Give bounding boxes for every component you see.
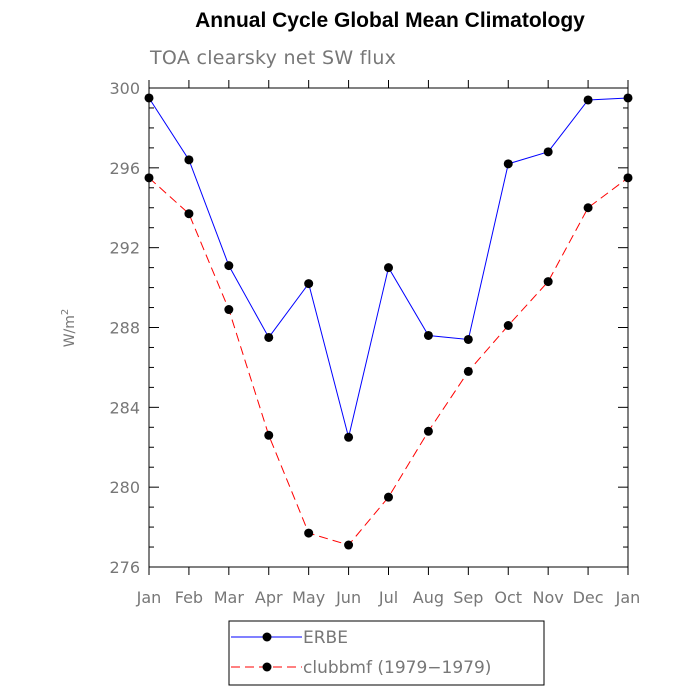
series-2-point bbox=[463, 366, 473, 376]
series-1-point bbox=[184, 155, 194, 165]
series-1-point bbox=[543, 147, 553, 157]
y-tick-label: 280 bbox=[109, 478, 140, 497]
y-tick-label: 288 bbox=[109, 319, 140, 338]
x-tick-label: Oct bbox=[494, 588, 522, 607]
series-2-point bbox=[184, 209, 194, 219]
y-tick-label: 284 bbox=[109, 398, 140, 417]
series-2-point bbox=[583, 203, 593, 213]
x-tick-label: Nov bbox=[533, 588, 564, 607]
series-1-point bbox=[264, 332, 274, 342]
series-2-point bbox=[423, 426, 433, 436]
y-tick-label: 276 bbox=[109, 558, 140, 577]
y-tick-label: 296 bbox=[109, 159, 140, 178]
x-tick-label: Aug bbox=[413, 588, 444, 607]
x-tick-label: Sep bbox=[453, 588, 483, 607]
x-tick-label: Mar bbox=[214, 588, 245, 607]
x-tick-label: Jun bbox=[335, 588, 361, 607]
y-tick-label: 300 bbox=[109, 79, 140, 98]
chart-title: Annual Cycle Global Mean Climatology bbox=[195, 9, 585, 32]
series-1-point bbox=[144, 93, 154, 103]
legend: ERBE clubbmf (1979−1979) bbox=[228, 620, 545, 686]
series-2-point bbox=[503, 321, 513, 331]
series-1-point bbox=[463, 334, 473, 344]
legend-box bbox=[228, 620, 545, 686]
series-1-point bbox=[503, 159, 513, 169]
y-axis-label: W/m2 bbox=[60, 309, 78, 348]
chart-subtitle: TOA clearsky net SW flux bbox=[150, 47, 397, 69]
series-2-point bbox=[384, 492, 393, 502]
x-tick-label: May bbox=[292, 588, 325, 607]
series-1-point bbox=[344, 432, 354, 442]
series-2-point bbox=[264, 430, 274, 440]
x-tick-label: Jan bbox=[615, 588, 641, 607]
series-group bbox=[144, 93, 633, 550]
legend-label-2: clubbmf (1979−1979) bbox=[303, 658, 491, 678]
series-1-point bbox=[304, 279, 314, 289]
series-2-point bbox=[144, 173, 154, 183]
series-2-point bbox=[304, 528, 314, 538]
series-2-point bbox=[543, 277, 553, 287]
x-tick-label: Jul bbox=[378, 588, 398, 607]
series-line-2 bbox=[148, 177, 629, 546]
y-tick-labels: 276 280 284 288 292 296 300 bbox=[109, 79, 140, 577]
series-2-point bbox=[623, 173, 633, 183]
y-axis-label-text: W/m bbox=[62, 315, 78, 347]
x-tick-label: Jan bbox=[136, 588, 162, 607]
legend-marker-1 bbox=[262, 632, 272, 642]
series-1-point bbox=[384, 263, 393, 273]
legend-marker-2 bbox=[262, 662, 272, 672]
series-1-point bbox=[583, 95, 593, 105]
x-tick-labels: Jan Feb Mar Apr May Jun Jul Aug Sep Oct Nov Dec Jan bbox=[136, 588, 641, 607]
series-1-point bbox=[623, 93, 633, 103]
series-2-point bbox=[224, 305, 234, 315]
x-tick-label: Feb bbox=[175, 588, 203, 607]
series-1-point bbox=[423, 330, 433, 340]
x-tick-label: Dec bbox=[573, 588, 604, 607]
axis-ticks bbox=[148, 80, 629, 575]
y-tick-label: 292 bbox=[109, 239, 140, 258]
series-1-point bbox=[224, 261, 234, 271]
y-axis-label-superscript: 2 bbox=[60, 309, 71, 315]
series-2-point bbox=[344, 540, 354, 550]
legend-label-1: ERBE bbox=[303, 628, 348, 648]
x-tick-label: Apr bbox=[255, 588, 283, 607]
